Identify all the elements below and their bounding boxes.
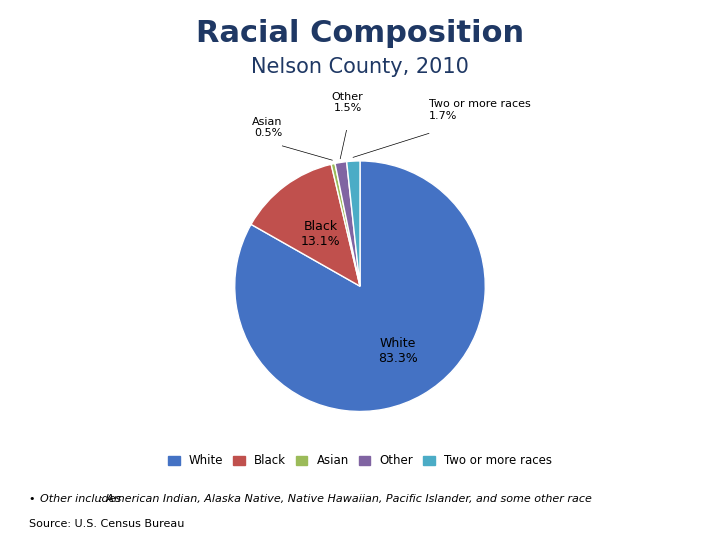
Wedge shape [331,164,360,286]
Legend: White, Black, Asian, Other, Two or more races: White, Black, Asian, Other, Two or more … [163,450,557,472]
Text: Asian
0.5%: Asian 0.5% [252,117,282,138]
Text: Racial Composition: Racial Composition [196,19,524,48]
Text: •: • [29,494,39,504]
Text: Other includes: Other includes [40,494,121,504]
Text: White
83.3%: White 83.3% [378,337,418,365]
Text: Source: U.S. Census Bureau: Source: U.S. Census Bureau [29,519,184,530]
Wedge shape [235,161,485,411]
Text: Other
1.5%: Other 1.5% [332,92,364,113]
Text: Nelson County, 2010: Nelson County, 2010 [251,57,469,77]
Text: Black
13.1%: Black 13.1% [301,220,341,248]
Wedge shape [335,161,360,286]
Text: Two or more races
1.7%: Two or more races 1.7% [429,99,531,121]
Wedge shape [251,164,360,286]
Wedge shape [346,161,360,286]
Text: : American Indian, Alaska Native, Native Hawaiian, Pacific Islander, and some ot: : American Indian, Alaska Native, Native… [99,494,593,504]
